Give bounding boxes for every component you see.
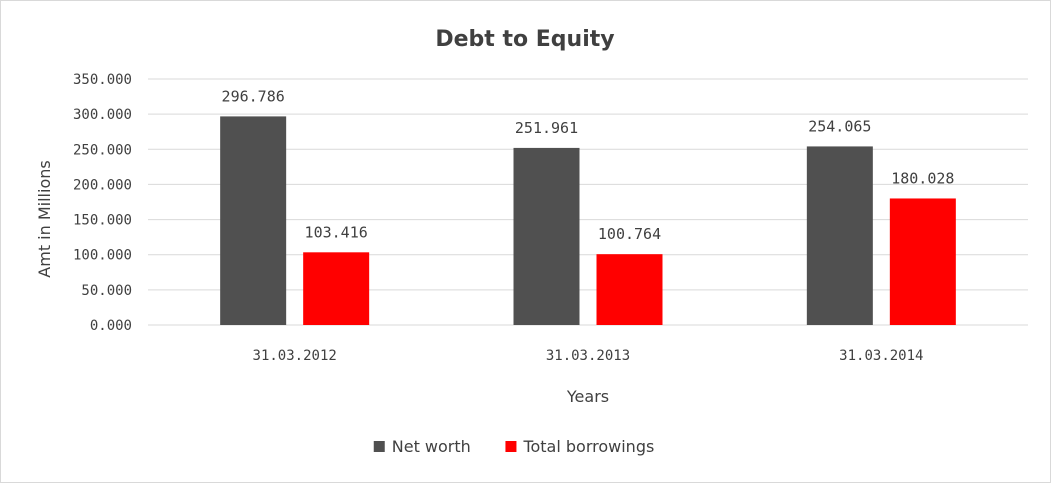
legend-swatch: [505, 441, 517, 452]
y-tick-label: 350.000: [73, 72, 132, 88]
bar-net-worth: [513, 147, 580, 325]
data-label: 254.065: [808, 117, 871, 135]
bars: [220, 116, 956, 325]
legend-label: Net worth: [392, 437, 471, 456]
x-category-label: 31.03.2014: [839, 348, 923, 364]
y-tick-label: 250.000: [73, 142, 132, 158]
bar-net-worth: [806, 146, 873, 325]
y-tick-label: 200.000: [73, 177, 132, 193]
data-label: 103.416: [305, 223, 368, 241]
x-axis-title: Years: [566, 387, 609, 406]
data-label: 296.786: [222, 87, 285, 105]
x-category-label: 31.03.2013: [546, 348, 630, 364]
y-axis-ticks: 0.000 50.000 100.000 150.000 200.000 250.000 3…: [73, 72, 132, 334]
legend-swatch: [373, 441, 385, 452]
bar-net-worth: [220, 116, 287, 325]
data-labels: 296.786 103.416 251.961 100.764 254.065 180.0…: [222, 87, 955, 243]
x-axis-categories: 31.03.2012 31.03.2013 31.03.2014: [253, 348, 924, 364]
data-label: 180.028: [891, 169, 954, 187]
gridlines: [148, 78, 1028, 326]
legend: Net worth Total borrowings: [373, 437, 654, 456]
bar-total-borrowings: [889, 198, 956, 325]
bar-total-borrowings: [596, 254, 663, 325]
legend-label: Total borrowings: [522, 437, 654, 456]
y-tick-label: 150.000: [73, 213, 132, 229]
chart-title: Debt to Equity: [435, 27, 614, 52]
y-tick-label: 100.000: [73, 248, 132, 264]
data-label: 251.961: [515, 119, 578, 137]
bar-total-borrowings: [303, 252, 370, 325]
y-tick-label: 0.000: [90, 318, 132, 334]
x-category-label: 31.03.2012: [253, 348, 337, 364]
y-tick-label: 300.000: [73, 107, 132, 123]
y-tick-label: 50.000: [81, 283, 132, 299]
y-axis-title: Amt in Millions: [35, 160, 54, 277]
data-label: 100.764: [598, 225, 661, 243]
